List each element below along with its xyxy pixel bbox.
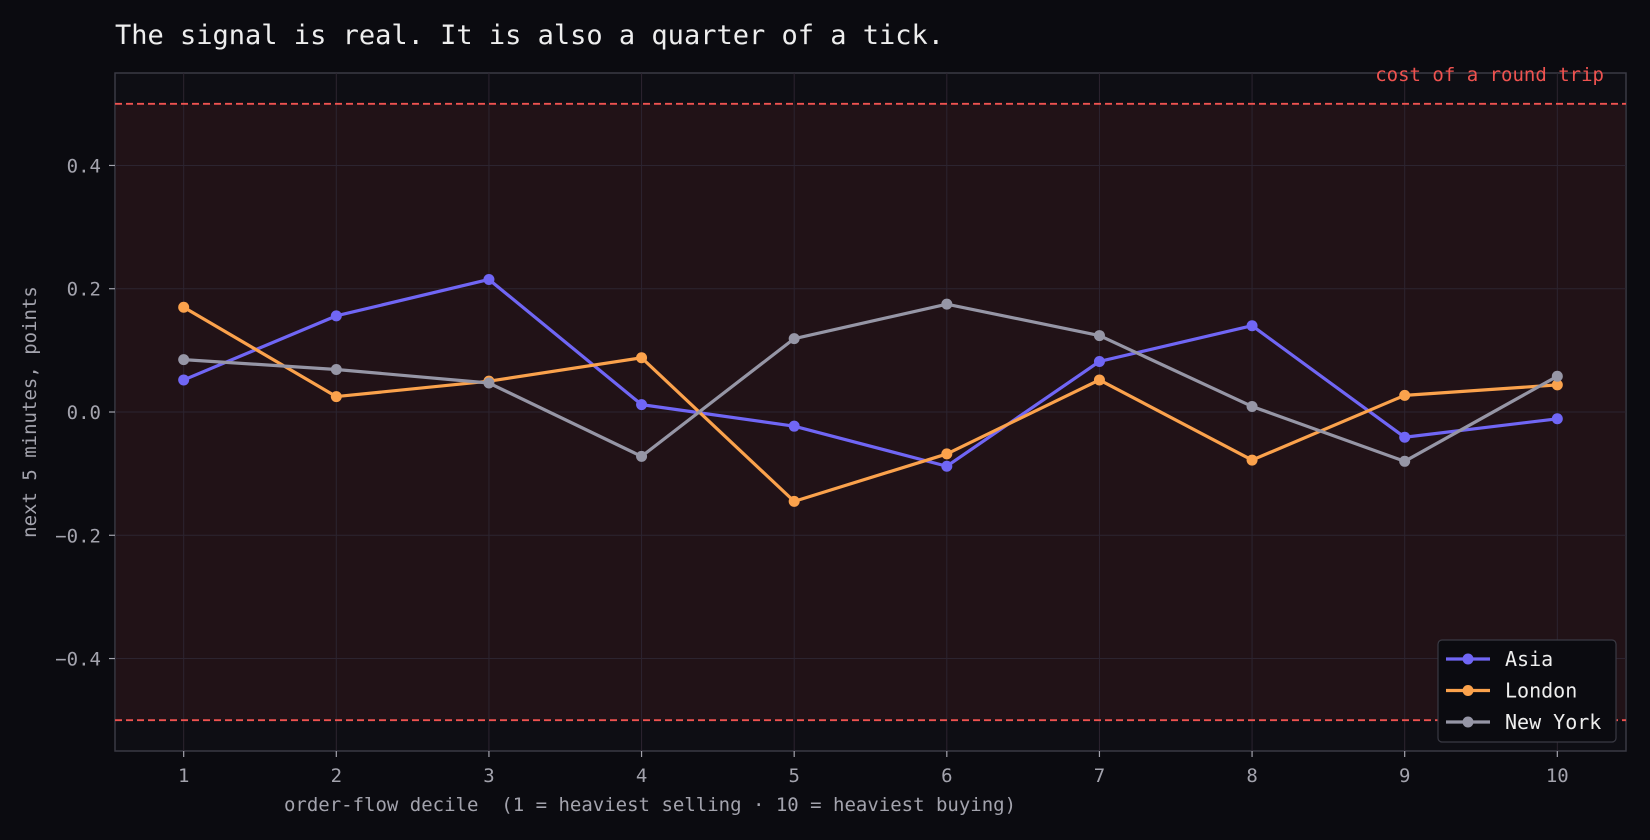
x-axis-ticks: 1 2 3 4 5 6 7 8 9 10 <box>178 751 1569 787</box>
legend-label: New York <box>1505 710 1601 734</box>
data-point <box>1551 379 1563 391</box>
data-point <box>330 391 342 403</box>
x-axis-label: order-flow decile (1 = heaviest selling … <box>284 794 1016 816</box>
data-point <box>178 374 190 386</box>
legend-box <box>1437 639 1617 743</box>
x-tick-label: 1 <box>178 765 189 787</box>
series-line <box>183 277 1558 468</box>
x-tick-label: 2 <box>331 765 342 787</box>
y-axis-ticks: −0.4 −0.2 0.0 0.2 0.4 <box>55 155 115 671</box>
data-point <box>178 301 190 313</box>
y-tick-label: 0.2 <box>67 279 101 301</box>
data-point <box>1399 455 1411 467</box>
data-point <box>1093 330 1105 342</box>
data-point <box>1551 370 1563 382</box>
series-line <box>183 302 1559 463</box>
y-tick-label: 0.4 <box>67 155 101 177</box>
data-point <box>636 399 648 411</box>
data-point <box>330 310 342 322</box>
data-point <box>1246 400 1258 412</box>
data-point <box>330 363 342 375</box>
data-point <box>1246 454 1258 466</box>
series-new-york <box>178 298 1563 467</box>
data-point <box>788 495 800 507</box>
chart-title: The signal is real. It is also a quarter… <box>115 20 944 51</box>
data-point <box>636 450 648 462</box>
x-tick-label: 8 <box>1246 765 1257 787</box>
legend-swatch-marker <box>1462 653 1474 665</box>
data-point <box>788 420 800 432</box>
series-asia <box>178 273 1563 472</box>
data-point <box>178 354 190 366</box>
data-point <box>1246 320 1258 332</box>
x-tick-label: 9 <box>1399 765 1410 787</box>
data-point <box>1399 431 1411 443</box>
legend: Asia London New York <box>1437 639 1617 743</box>
data-point <box>1399 389 1411 401</box>
x-tick-label: 6 <box>941 765 952 787</box>
y-axis-label: next 5 minutes, points <box>19 286 41 538</box>
legend-label: Asia <box>1505 647 1553 671</box>
data-point <box>1551 413 1563 425</box>
y-tick-label: 0.0 <box>67 402 101 424</box>
y-tick-label: −0.2 <box>55 525 101 547</box>
legend-item: Asia <box>1446 647 1553 671</box>
data-point <box>941 298 953 310</box>
x-tick-label: 10 <box>1546 765 1569 787</box>
data-point <box>1093 374 1105 386</box>
x-tick-label: 3 <box>483 765 494 787</box>
y-tick-label: −0.4 <box>55 649 101 671</box>
legend-label: London <box>1505 679 1577 703</box>
legend-item: New York <box>1446 710 1601 734</box>
data-point <box>636 352 648 364</box>
x-tick-label: 7 <box>1094 765 1105 787</box>
data-point <box>941 448 953 460</box>
series-line <box>182 305 1558 503</box>
legend-item: London <box>1446 679 1577 703</box>
data-point <box>788 333 800 345</box>
legend-swatch-marker <box>1462 716 1474 728</box>
series-layer <box>178 273 1563 507</box>
x-tick-label: 5 <box>788 765 799 787</box>
grid-lines <box>115 73 1626 751</box>
legend-swatch-marker <box>1462 685 1474 696</box>
data-point <box>941 460 953 472</box>
cost-annotation: cost of a round trip <box>1375 64 1604 86</box>
data-point <box>483 273 495 285</box>
x-tick-label: 4 <box>636 765 647 787</box>
data-point <box>1093 355 1105 367</box>
data-point <box>483 377 495 389</box>
